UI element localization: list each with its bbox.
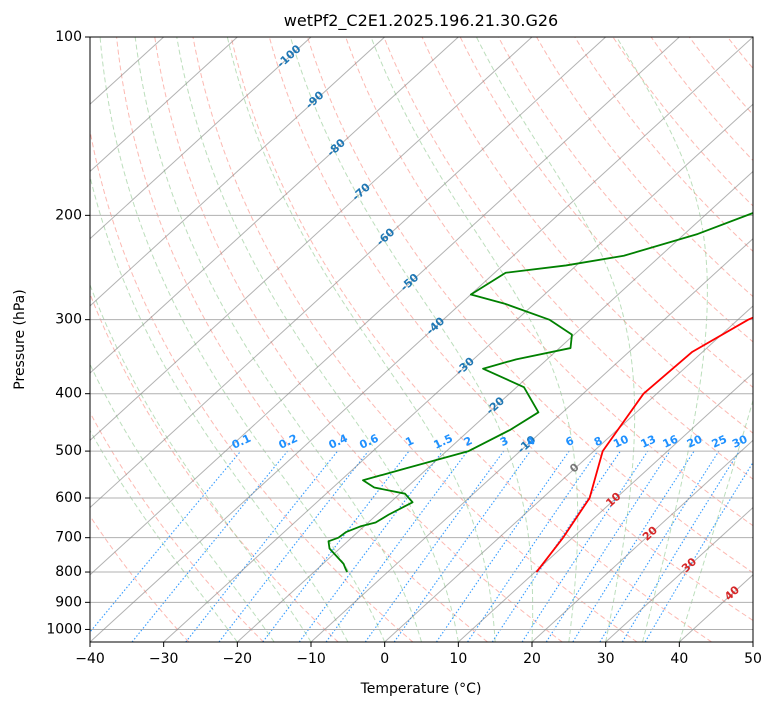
mixing-ratio-line	[572, 450, 695, 642]
isotherm-gridline	[90, 37, 533, 442]
y-tick-label: 200	[55, 207, 82, 223]
isotherm-gridline	[457, 372, 753, 642]
y-axis-label: Pressure (hPa)	[12, 289, 28, 389]
x-tick-label: −10	[296, 651, 326, 667]
dry-adiabat-line	[421, 37, 753, 434]
mixing-ratio-line	[131, 450, 289, 642]
dry-adiabat-line	[268, 37, 753, 622]
y-tick-label: 1000	[46, 621, 82, 637]
mixing-ratio-label: 10	[611, 432, 631, 450]
isotherm-gridline	[236, 170, 753, 642]
mixing-ratio-line	[393, 450, 531, 642]
mixing-ratio-line	[325, 450, 468, 642]
y-tick-label: 300	[55, 312, 82, 328]
x-tick-label: 50	[744, 651, 762, 667]
mixing-ratio-line	[435, 450, 570, 642]
y-tick-label: 600	[55, 490, 82, 506]
moist-adiabat-line	[475, 37, 636, 642]
x-tick-label: −40	[75, 651, 105, 667]
isotherm-gridline	[90, 37, 680, 576]
moist-adiabat-line	[616, 37, 708, 642]
dry-adiabat-line	[650, 37, 753, 162]
isotherm-gridline	[384, 305, 753, 642]
moist-adiabat-line	[289, 37, 534, 642]
moist-adiabat-line	[99, 37, 386, 642]
plot-area	[90, 37, 753, 642]
chart-title: wetPf2_C2E1.2025.196.21.30.G26	[284, 11, 558, 31]
moist-adiabat-line	[226, 37, 496, 642]
mixing-ratio-line	[262, 450, 410, 642]
x-tick-label: −30	[149, 651, 179, 667]
x-tick-label: 40	[670, 651, 688, 667]
isotherm-gridline	[163, 103, 753, 642]
moist-adiabat-line	[678, 398, 753, 642]
moist-adiabat-line	[90, 174, 349, 642]
x-tick-label: 0	[380, 651, 389, 667]
y-tick-label: 400	[55, 386, 82, 402]
moist-adiabat-line	[90, 363, 275, 642]
dry-adiabat-line	[459, 37, 753, 388]
isotherm-gridline	[90, 37, 386, 307]
dry-adiabat-line	[90, 515, 190, 642]
isotherm-gridline	[90, 37, 459, 374]
isotherm-gridline	[605, 506, 753, 642]
y-tick-label: 500	[55, 443, 82, 459]
mixing-ratio-line	[298, 450, 444, 642]
mixing-ratio-line	[185, 450, 338, 642]
mixing-ratio-label: 20	[685, 432, 705, 450]
moist-adiabat-line	[176, 37, 459, 642]
y-tick-label: 700	[55, 530, 82, 546]
isotherm-gridline	[90, 37, 238, 173]
x-tick-label: 10	[449, 651, 467, 667]
isotherm-gridline	[90, 37, 753, 642]
y-tick-label: 800	[55, 564, 82, 580]
axes: −40 −30 −20 −10 0 10 20 30 40 50 100 200 300 400 500 60…	[46, 29, 762, 667]
mixing-ratio-label: 30	[730, 432, 750, 450]
isotherm-gridline	[531, 439, 753, 642]
dry-adiabat-line	[116, 37, 488, 642]
moist-adiabat-line	[370, 37, 579, 642]
mixing-ratio-line	[90, 450, 242, 633]
temperature-profile	[535, 316, 753, 573]
mixing-ratio-label: 13	[639, 433, 658, 451]
mixing-ratio-line	[621, 450, 740, 642]
dry-adiabat-line	[192, 37, 638, 642]
dry-adiabat-line	[230, 37, 712, 642]
dewpoint-profile	[327, 212, 753, 573]
mixing-ratio-line	[545, 450, 671, 642]
dry-adiabat-line	[497, 37, 753, 343]
mixing-ratio-label: 16	[661, 432, 681, 450]
dry-adiabat-line	[383, 37, 753, 480]
mixing-ratio-line	[521, 450, 649, 642]
isotherm-gridline	[90, 37, 312, 240]
isotherm-gridline	[310, 237, 753, 642]
y-tick-label: 900	[55, 594, 82, 610]
dry-adiabat-line	[536, 37, 753, 298]
moist-adiabat-line	[90, 429, 238, 642]
x-tick-label: −20	[223, 651, 253, 667]
dry-adiabat-line	[90, 128, 414, 642]
x-tick-label: 20	[523, 651, 541, 667]
plot-frame	[89, 36, 754, 643]
mixing-ratio-line	[364, 450, 505, 642]
x-axis-label: Temperature (°C)	[360, 681, 482, 697]
isotherm-gridline	[90, 37, 607, 509]
moist-adiabat-line	[134, 37, 422, 642]
y-tick-label: 100	[55, 29, 82, 45]
x-tick-label: 30	[597, 651, 615, 667]
mixing-ratio-label: 25	[710, 433, 729, 451]
dry-adiabat-line	[345, 37, 753, 527]
